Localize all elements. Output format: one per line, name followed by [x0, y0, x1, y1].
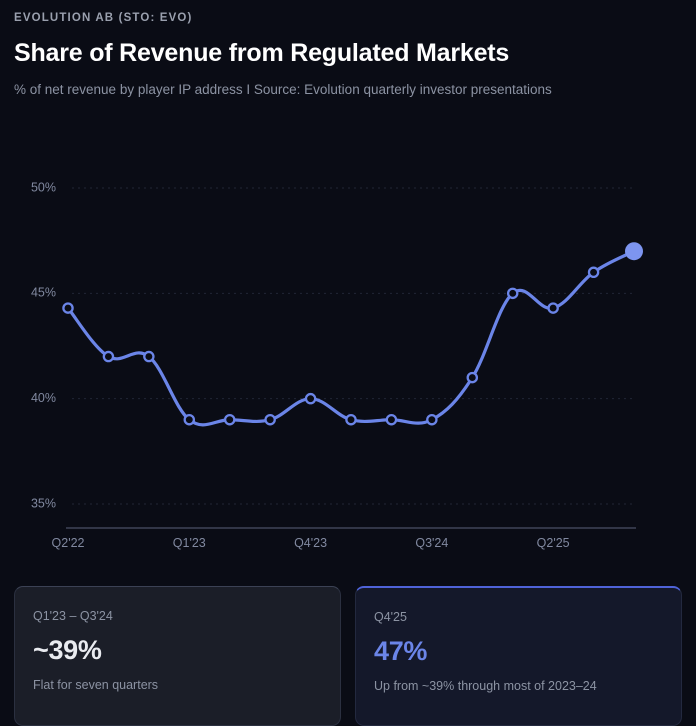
svg-text:40%: 40%: [31, 391, 56, 405]
chart-point: [62, 302, 74, 314]
chart-point: [547, 302, 559, 314]
svg-text:Q1'23: Q1'23: [173, 536, 206, 550]
chart-point: [183, 413, 196, 426]
card-value: ~39%: [33, 635, 102, 665]
chart-point-latest: [625, 242, 643, 261]
chart-point: [587, 266, 600, 279]
svg-text:50%: 50%: [31, 180, 56, 194]
chart-point: [385, 413, 398, 426]
chart-header: EVOLUTION AB (STO: EVO) Share of Revenue…: [0, 0, 696, 100]
chart-y-axis-labels: 50% 45% 40% 35%: [31, 180, 56, 510]
chart-point: [426, 413, 438, 426]
svg-text:Q2'25: Q2'25: [537, 536, 570, 550]
card-note: Flat for seven quarters: [33, 678, 159, 692]
svg-text:Q4'23: Q4'23: [294, 536, 327, 550]
chart-subtitle-source: % of net revenue by player IP address I …: [14, 82, 552, 97]
card-value: 47%: [374, 636, 428, 666]
card-period-label: Q4'25: [374, 610, 407, 624]
chart-point: [506, 287, 519, 300]
chart-series-line: [66, 249, 636, 427]
chart-x-axis-labels: Q2'22 Q1'23 Q4'23 Q3'24 Q2'25: [52, 536, 570, 550]
svg-text:35%: 35%: [31, 496, 56, 510]
svg-text:Q3'24: Q3'24: [415, 536, 448, 550]
chart-point: [143, 350, 155, 363]
svg-text:Q2'22: Q2'22: [52, 536, 85, 550]
card-note: Up from ~39% through most of 2023–24: [374, 679, 597, 693]
company-ticker-label: EVOLUTION AB (STO: EVO): [14, 12, 193, 24]
chart-point: [466, 371, 479, 384]
chart-point: [304, 392, 317, 405]
chart-canvas: 50% 45% 40% 35% Q2'22 Q1'23 Q4'23 Q3'24 Q2'25: [31, 180, 643, 550]
chart-data-points: [62, 242, 643, 426]
chart-point: [345, 413, 357, 426]
chart-point: [223, 413, 236, 426]
svg-text:45%: 45%: [31, 286, 56, 300]
line-chart: 50% 45% 40% 35% Q2'22 Q1'23 Q4'23 Q3'24 Q2'25: [0, 128, 696, 568]
chart-point: [102, 350, 115, 363]
summary-card-latest-quarter[interactable]: Q4'25 47% Up from ~39% through most of 2…: [355, 586, 682, 726]
chart-point: [264, 413, 276, 426]
summary-card-flat-period[interactable]: Q1'23 – Q3'24 ~39% Flat for seven quarte…: [14, 586, 341, 726]
chart-gridlines: [72, 187, 636, 505]
page-title: Share of Revenue from Regulated Markets: [14, 39, 510, 67]
summary-cards: Q1'23 – Q3'24 ~39% Flat for seven quarte…: [0, 586, 696, 726]
card-period-label: Q1'23 – Q3'24: [33, 609, 113, 623]
